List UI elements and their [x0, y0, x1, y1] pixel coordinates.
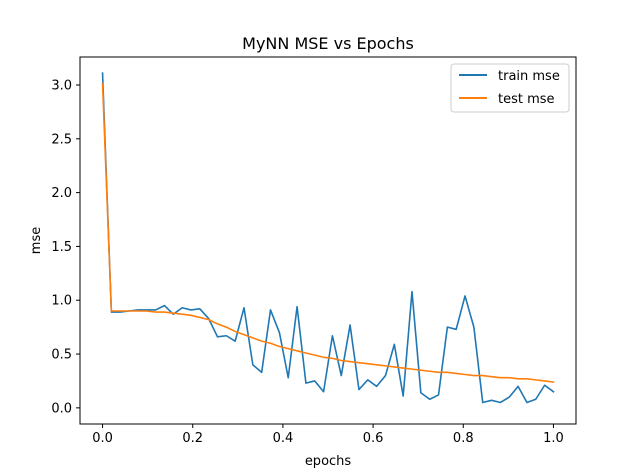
x-tick-label: 0.4 [273, 431, 294, 446]
y-tick-label: 0.5 [51, 348, 72, 363]
chart-title: MyNN MSE vs Epochs [242, 34, 414, 53]
x-tick-label: 0.8 [453, 431, 474, 446]
legend-label-test: test mse [498, 92, 555, 107]
series-line-test-mse [101, 83, 555, 383]
y-tick-label: 2.5 [51, 132, 72, 147]
x-tick-label: 0.2 [182, 431, 203, 446]
y-tick-label: 1.5 [51, 240, 72, 255]
plot-frame [79, 56, 577, 425]
x-tick-label: 1.0 [543, 431, 564, 446]
y-axis-label: mse [29, 227, 44, 254]
x-tick-label: 0.0 [92, 431, 113, 446]
x-tick-label: 0.6 [363, 431, 384, 446]
y-tick-label: 3.0 [51, 78, 72, 93]
series-line-train-mse [101, 72, 555, 404]
y-tick-label: 0.0 [51, 401, 72, 416]
y-tick-label: 1.0 [51, 294, 72, 309]
x-axis-label: epochs [305, 454, 352, 469]
legend: train mse test mse [450, 63, 570, 113]
y-tick-label: 2.0 [51, 186, 72, 201]
legend-label-train: train mse [498, 69, 560, 84]
